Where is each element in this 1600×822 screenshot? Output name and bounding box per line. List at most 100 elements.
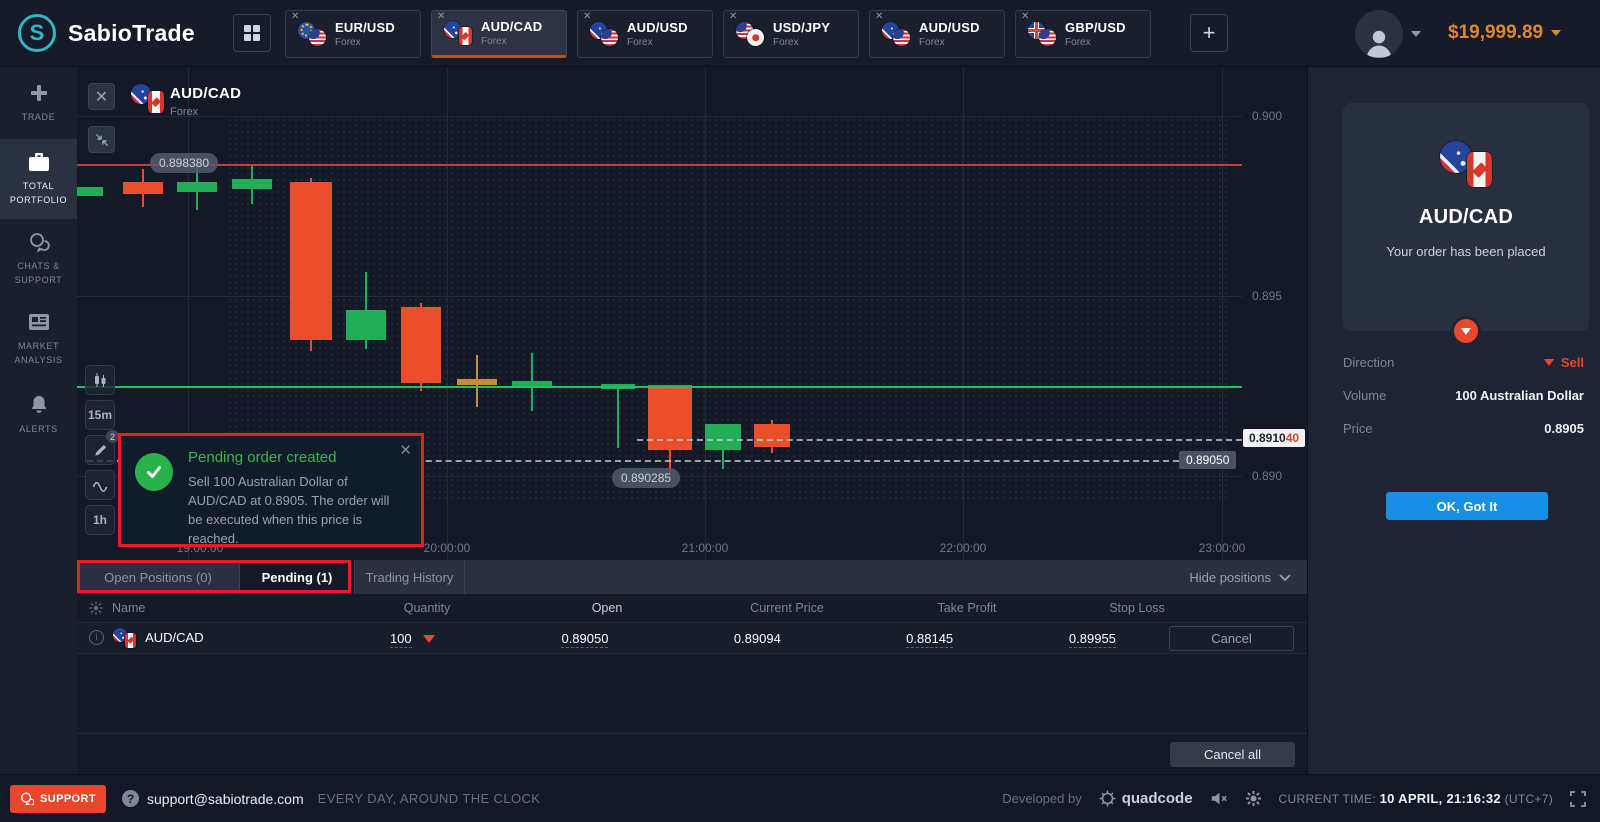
close-tab-icon[interactable]: ✕ bbox=[583, 11, 592, 22]
gear-icon bbox=[1245, 791, 1261, 806]
chart-market-type: Forex bbox=[170, 106, 199, 118]
fullscreen-button[interactable] bbox=[1570, 790, 1586, 807]
developed-by-label: Developed by bbox=[1002, 791, 1082, 806]
gridline bbox=[447, 67, 448, 560]
instrument-tab-gbp-usd[interactable]: ✕ GBP/USD Forex bbox=[1015, 10, 1151, 58]
briefcase-icon bbox=[28, 153, 49, 171]
sidebar: TRADE TOTAL PORTFOLIO CHATS & SUPPORT MA… bbox=[0, 67, 77, 774]
columns-settings-icon[interactable] bbox=[89, 601, 103, 615]
current-price-label: 0.891040 bbox=[1243, 429, 1306, 447]
grid-icon bbox=[244, 25, 260, 41]
positions-tabs: Open Positions (0) Pending (1) Trading H… bbox=[77, 560, 1307, 594]
tab-open-positions[interactable]: Open Positions (0) bbox=[77, 560, 240, 594]
instrument-tab-eur-usd[interactable]: ✕ EUR/USD Forex bbox=[285, 10, 421, 58]
timeframe-1h-button[interactable]: 1h bbox=[85, 505, 115, 535]
timeframe-15m-button[interactable]: 15m bbox=[85, 400, 115, 430]
gridline bbox=[188, 67, 189, 560]
row-flag-pair-icon bbox=[113, 627, 137, 649]
flag-pair-icon bbox=[882, 21, 911, 47]
chart-flag-pair-icon bbox=[131, 84, 164, 113]
user-menu[interactable] bbox=[1355, 10, 1421, 58]
avatar-caret-icon bbox=[1411, 31, 1421, 37]
time-axis-label: 23:00:00 bbox=[1198, 541, 1246, 555]
support-chat-icon bbox=[21, 792, 34, 805]
pending-order-notification: ✕ Pending order created Sell 100 Austral… bbox=[118, 433, 424, 547]
direction-value: Sell bbox=[1543, 355, 1584, 370]
row-stop-loss[interactable]: 0.89955 bbox=[1068, 630, 1116, 648]
flag-pair-icon bbox=[590, 21, 619, 47]
success-check-icon bbox=[135, 453, 173, 491]
cancel-all-button[interactable]: Cancel all bbox=[1170, 742, 1295, 767]
drawing-tools-button[interactable]: 2 bbox=[85, 430, 119, 465]
layout-grid-button[interactable] bbox=[233, 14, 271, 52]
tab-trading-history[interactable]: Trading History bbox=[355, 560, 465, 594]
sidebar-item-alerts[interactable]: ALERTS bbox=[0, 379, 77, 451]
quantity-dropdown-icon[interactable] bbox=[423, 635, 436, 644]
positions-panel: Open Positions (0) Pending (1) Trading H… bbox=[77, 560, 1307, 774]
info-icon[interactable]: i bbox=[89, 630, 104, 646]
row-take-profit[interactable]: 0.88145 bbox=[906, 630, 954, 648]
ok-got-it-button[interactable]: OK, Got It bbox=[1386, 492, 1548, 520]
app-logo[interactable]: S SabioTrade bbox=[18, 14, 195, 52]
instrument-tabs: ✕ EUR/USD Forex ✕ AUD/CAD Forex ✕ AUD/USD Forex ✕… bbox=[285, 10, 1151, 58]
notification-title: Pending order created bbox=[188, 449, 337, 466]
candles-icon bbox=[95, 373, 106, 387]
indicators-button[interactable] bbox=[85, 470, 115, 500]
chat-icon bbox=[29, 233, 50, 253]
sidebar-item-chats-support[interactable]: CHATS & SUPPORT bbox=[0, 219, 77, 299]
candle bbox=[457, 379, 497, 385]
resistance-price-label: 0.898380 bbox=[150, 153, 219, 173]
instrument-tab-usd-jpy[interactable]: ✕ USD/JPY Forex bbox=[723, 10, 859, 58]
instrument-tab-aud-usd[interactable]: ✕ AUD/USD Forex bbox=[577, 10, 713, 58]
close-chart-button[interactable]: ✕ bbox=[88, 83, 115, 110]
drawing-count-badge: 2 bbox=[106, 430, 119, 443]
chart-type-button[interactable] bbox=[85, 365, 115, 395]
instrument-tab-aud-usd[interactable]: ✕ AUD/USD Forex bbox=[869, 10, 1005, 58]
settings-button[interactable] bbox=[1245, 790, 1262, 807]
price-value: 0.8905 bbox=[1544, 420, 1584, 436]
person-icon bbox=[1366, 30, 1392, 58]
price-row: Price 0.8905 bbox=[1343, 420, 1584, 436]
row-open-price[interactable]: 0.89050 bbox=[561, 630, 609, 648]
news-icon bbox=[28, 314, 49, 330]
close-tab-icon[interactable]: ✕ bbox=[291, 11, 300, 22]
candle bbox=[77, 187, 103, 196]
time-axis-label: 20:00:00 bbox=[423, 541, 471, 555]
instrument-tab-aud-cad[interactable]: ✕ AUD/CAD Forex bbox=[431, 10, 567, 58]
close-tab-icon[interactable]: ✕ bbox=[1021, 11, 1030, 22]
hide-positions-button[interactable]: Hide positions bbox=[1189, 560, 1307, 594]
pending-price-label: 0.89050 bbox=[1179, 451, 1237, 469]
bell-icon bbox=[31, 395, 46, 413]
close-tab-icon[interactable]: ✕ bbox=[729, 11, 738, 22]
sidebar-item-market-analysis[interactable]: MARKET ANALYSIS bbox=[0, 299, 77, 379]
close-tab-icon[interactable]: ✕ bbox=[437, 11, 446, 22]
collapse-chart-button[interactable] bbox=[88, 126, 115, 153]
quadcode-icon bbox=[1099, 790, 1116, 807]
pending-order-row[interactable]: i AUD/CAD 100 0.89050 0.89094 0.88145 0.… bbox=[77, 623, 1307, 654]
balance-menu[interactable]: $19,999.89 bbox=[1448, 22, 1562, 44]
sidebar-item-total-portfolio[interactable]: TOTAL PORTFOLIO bbox=[0, 139, 77, 219]
support-button[interactable]: SUPPORT bbox=[10, 784, 106, 813]
time-axis-label: 22:00:00 bbox=[939, 541, 987, 555]
close-tab-icon[interactable]: ✕ bbox=[875, 11, 884, 22]
row-current-price: 0.89094 bbox=[733, 630, 781, 646]
quadcode-logo: quadcode bbox=[1099, 790, 1193, 807]
balance-amount: $19,999.89 bbox=[1448, 22, 1544, 43]
support-email[interactable]: support@sabiotrade.com bbox=[147, 790, 304, 807]
mute-button[interactable] bbox=[1210, 791, 1228, 806]
candle bbox=[290, 182, 332, 340]
notification-close-icon[interactable]: ✕ bbox=[399, 442, 412, 459]
logo-text: SabioTrade bbox=[68, 19, 195, 46]
question-icon: ? bbox=[122, 790, 139, 807]
add-instrument-button[interactable]: + bbox=[1190, 14, 1228, 52]
candle bbox=[123, 182, 163, 194]
tab-pending[interactable]: Pending (1) bbox=[240, 560, 355, 594]
cancel-order-button[interactable]: Cancel bbox=[1169, 625, 1295, 651]
horizontal-line-resistance bbox=[77, 164, 1242, 166]
avatar[interactable] bbox=[1355, 10, 1403, 58]
current-time: CURRENT TIME: 10 APRIL, 21:16:32 (UTC+7) bbox=[1278, 791, 1553, 806]
sidebar-item-trade[interactable]: TRADE bbox=[0, 67, 77, 139]
low-price-label: 0.890285 bbox=[612, 468, 681, 488]
divider bbox=[77, 733, 1307, 734]
row-quantity[interactable]: 100 bbox=[389, 630, 412, 648]
